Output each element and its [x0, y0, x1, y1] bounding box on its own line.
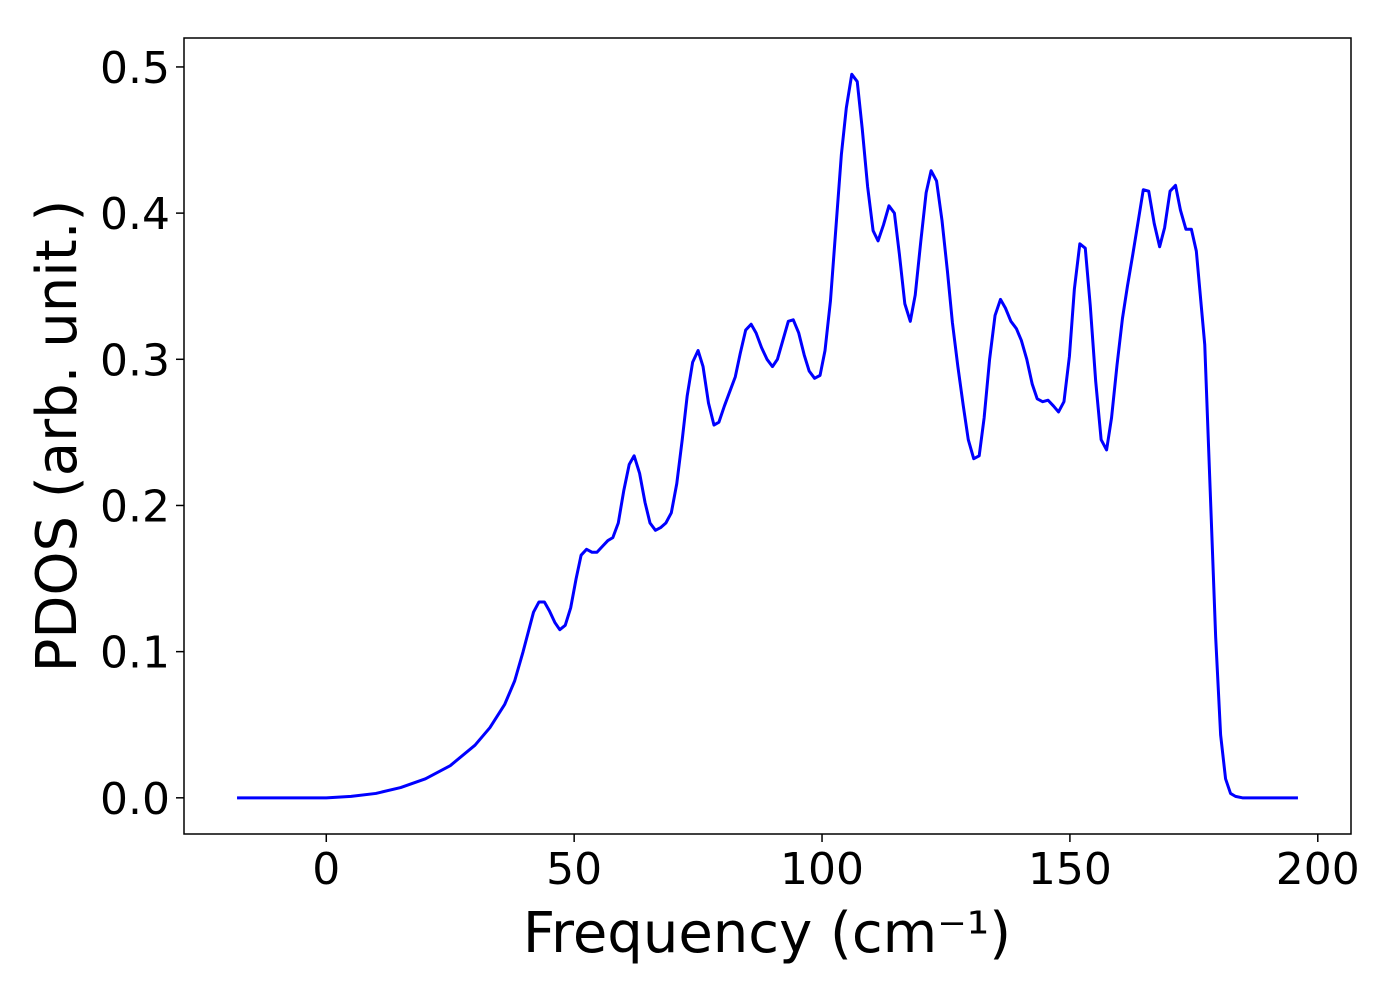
plot-frame — [183, 37, 1352, 835]
y-tick-label: 0.1 — [100, 628, 170, 679]
y-tick-label: 0.2 — [100, 481, 170, 532]
x-axis-label: Frequency (cm⁻¹) — [523, 901, 1011, 966]
x-tick-label: 150 — [1028, 844, 1112, 895]
x-tick-label: 0 — [312, 844, 340, 895]
x-tick-label: 200 — [1276, 844, 1360, 895]
y-tick-label: 0.3 — [100, 335, 170, 386]
x-tick-label: 100 — [780, 844, 864, 895]
y-tick-label: 0.4 — [100, 189, 170, 240]
y-axis-label: PDOS (arb. unit.) — [25, 200, 90, 673]
y-tick-label: 0.0 — [100, 774, 170, 825]
y-tick-label: 0.5 — [100, 43, 170, 94]
pdos-line — [237, 72, 1298, 800]
x-tick-label: 50 — [546, 844, 602, 895]
